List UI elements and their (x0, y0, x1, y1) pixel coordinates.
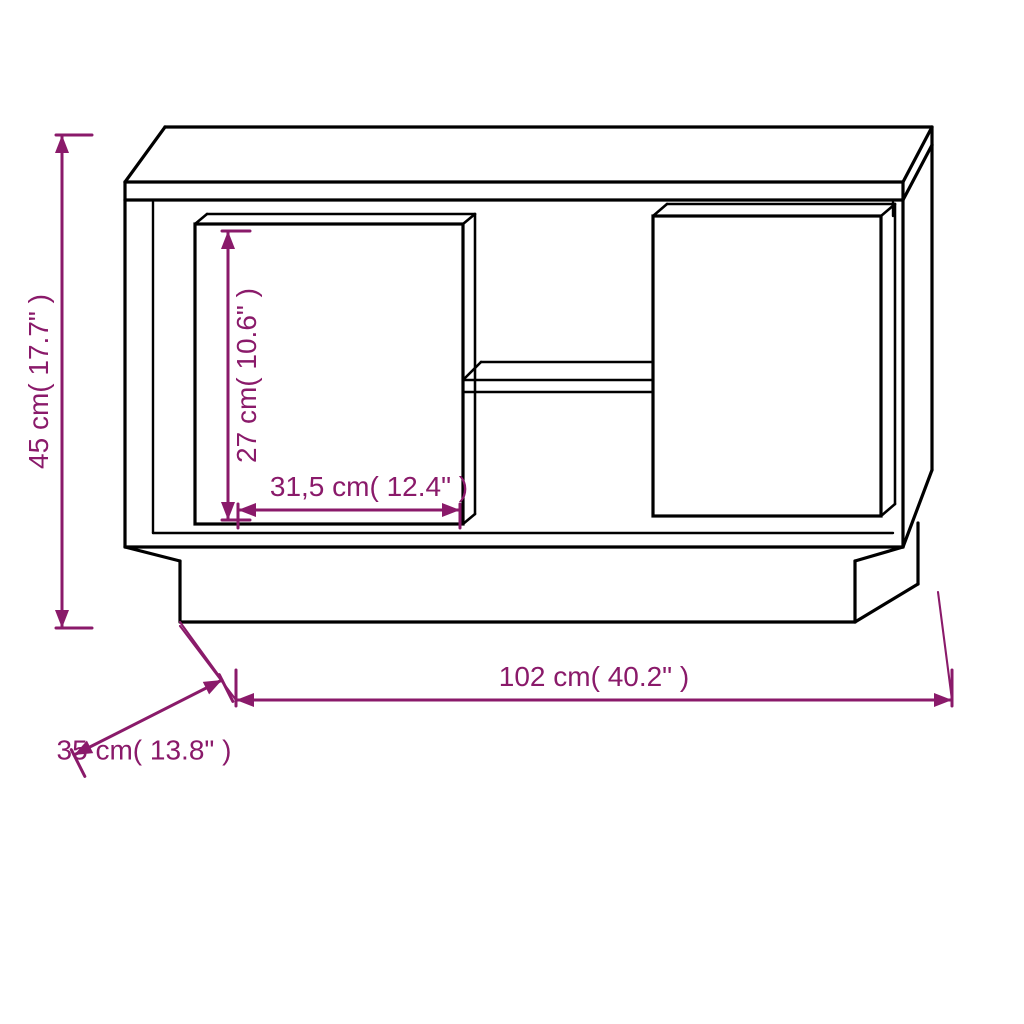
dim-label: 31,5 cm( 12.4" ) (270, 471, 468, 502)
dim-label: 35 cm( 13.8" ) (57, 735, 232, 766)
dim-label: 27 cm( 10.6" ) (231, 288, 262, 463)
dimension-drawing: 45 cm( 17.7" ) 27 cm( 10.6" ) 31,5 cm( 12.… (0, 0, 1024, 1024)
dim-label: 45 cm( 17.7" ) (23, 294, 54, 469)
dim-label: 102 cm( 40.2" ) (499, 661, 689, 692)
